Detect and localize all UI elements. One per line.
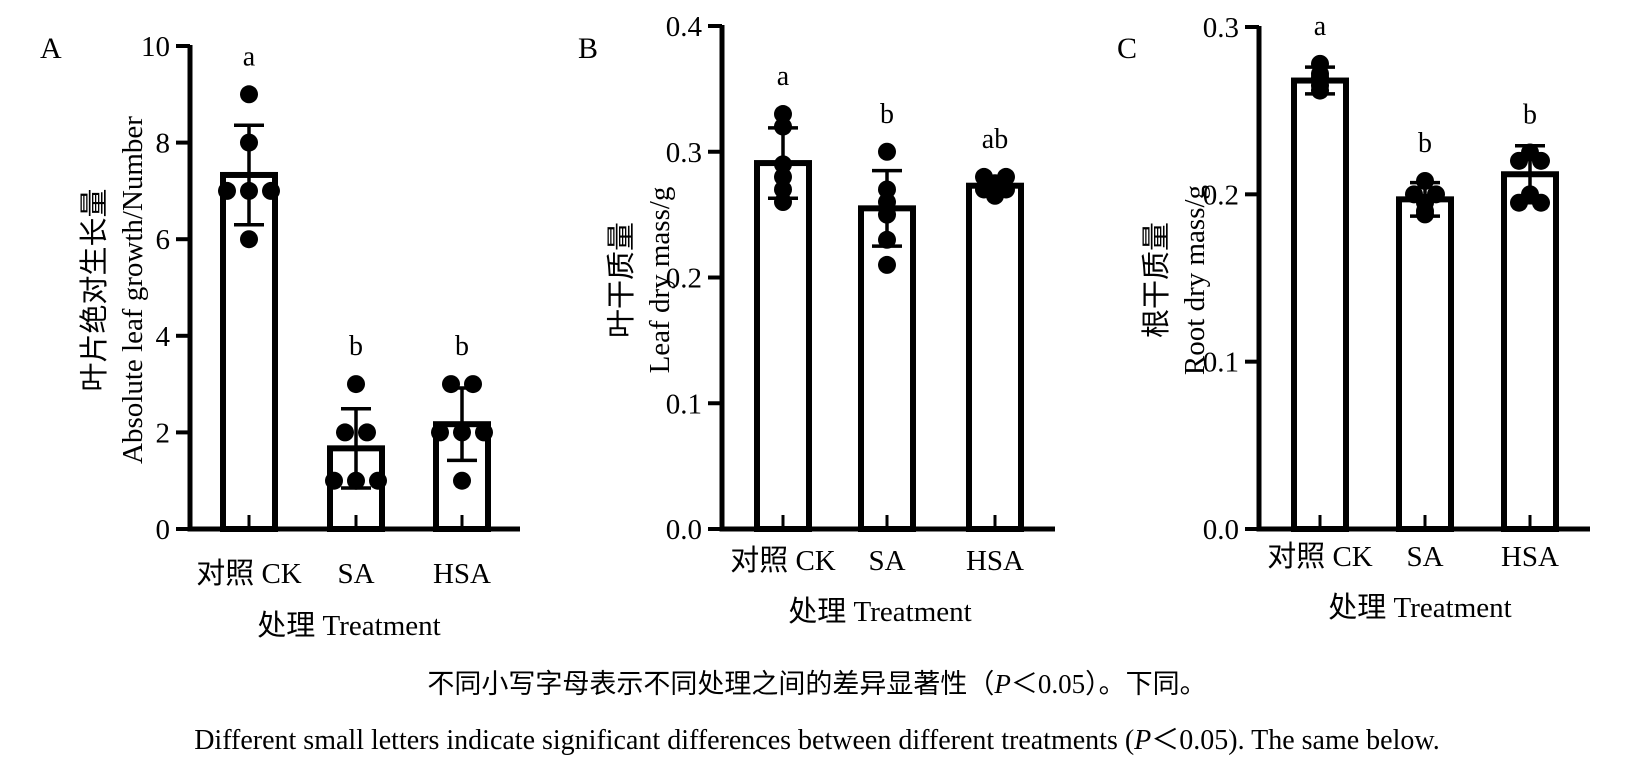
panel-b-xtick-label: 对照 CK [730,544,836,577]
panel-c-ytick-label: 0.0 [1203,514,1239,546]
panel-b-ytick-label: 0.3 [666,137,702,169]
panel-b-xtick-label: HSA [966,545,1024,577]
panel-a-data-point [262,181,280,200]
panel-a-ylabel: 叶片绝对生长量 Absolute leaf growth/Number [78,116,149,464]
panel-c-xtick-label: 对照 CK [1267,540,1373,573]
panel-a: A 0 2 4 6 8 10 叶片绝对生长量 Absolute leaf growth/Numb… [40,31,520,642]
panel-a-data-point [369,471,387,490]
panel-c: C 0.0 0.1 0.2 0.3 根干质量 Root dry mass/g a 对照 CK b S… [1117,11,1590,624]
panel-b-ytick-label: 0.0 [666,514,702,546]
panel-b-xlabel: 处理 Treatment [788,595,971,628]
panel-b-ytick-label: 0.2 [666,263,702,295]
panel-a-ylabel-cn: 叶片绝对生长量 [78,188,111,391]
caption-cn-main: 不同小写字母表示不同处理之间的差异显著性（ [427,669,995,699]
panel-a-data-point [358,423,376,442]
panel-b-significance-letter: a [777,61,790,92]
panel-a-data-point [431,423,449,442]
panel-a-ytick-label: 10 [141,31,170,63]
panel-a-data-point [240,230,258,249]
panel-c-xtick-label: SA [1406,541,1443,573]
panel-a-significance-letter: b [349,331,363,362]
caption-english: Different small letters indicate signifi… [0,718,1634,758]
panel-b-ylabel-en: Leaf dry mass/g [644,187,676,374]
panel-a-ytick-label: 6 [156,224,171,256]
panel-c-significance-letter: b [1523,100,1537,131]
panel-c-bar [1396,196,1454,532]
panel-b: B 0.0 0.1 0.2 0.3 0.4 叶干质量 Leaf dry mass/g a 对照 C… [578,11,1055,628]
panel-c-ylabel-cn: 根干质量 [1140,222,1173,338]
panel-c-ytick-label: 0.2 [1203,179,1239,211]
panel-b-significance-letter: b [880,99,894,130]
panel-a-data-point [325,471,343,490]
panel-c-bar [1501,171,1559,532]
caption-cn-threshold: ＜0.05）。下同。 [1010,669,1207,699]
panel-b-ytick-label: 0.1 [666,388,702,420]
panel-a-ytick-label: 2 [156,417,171,449]
panel-b-label: B [578,32,598,65]
panel-c-ytick-label: 0.3 [1203,12,1239,44]
caption-en-main: Different small letters indicate signifi… [194,725,1135,756]
panel-a-label: A [40,32,62,65]
panel-a-xtick-label: HSA [433,558,491,590]
panel-b-data-point [878,142,896,161]
panel-c-bar [1291,77,1349,533]
panel-c-ytick-label: 0.1 [1203,347,1239,379]
panel-b-ylabel-cn: 叶干质量 [605,222,638,338]
panel-a-bar [220,171,278,532]
caption-chinese: 不同小写字母表示不同处理之间的差异显著性（P＜0.05）。下同。 [0,662,1634,701]
caption-cn-p: P [994,669,1011,699]
panel-a-data-point [240,85,258,104]
panel-a-ytick-label: 4 [156,321,171,353]
panel-c-ylabel-en: Root dry mass/g [1179,185,1211,375]
panel-b-bar [966,182,1024,532]
panel-a-data-point [453,471,471,490]
panel-a-ylabel-en: Absolute leaf growth/Number [117,116,149,464]
panel-a-data-point [347,375,365,394]
caption-en-p: P [1134,725,1152,756]
figure-svg: A 0 2 4 6 8 10 叶片绝对生长量 Absolute leaf growth/Numb… [40,11,1590,642]
panel-a-xlabel: 处理 Treatment [257,609,440,642]
panel-c-significance-letter: b [1418,128,1432,159]
panel-b-bar [754,160,812,532]
panel-b-data-point [774,105,792,124]
panel-b-data-point [878,255,896,274]
panel-c-xlabel: 处理 Treatment [1328,591,1511,624]
panel-a-data-point [475,423,493,442]
panel-a-data-point [218,181,236,200]
panel-a-data-point [336,423,354,442]
panel-b-significance-letter: ab [982,124,1008,155]
panel-a-significance-letter: a [243,41,256,72]
panel-b-ytick-label: 0.4 [666,11,703,43]
panel-c-data-point [1510,151,1528,170]
panel-a-ytick-label: 0 [156,514,171,546]
panel-c-label: C [1117,32,1137,65]
panel-a-data-point [442,375,460,394]
panel-c-data-point [1532,151,1550,170]
panel-a-ytick-label: 8 [156,128,171,160]
panel-a-xtick-label: 对照 CK [196,557,302,590]
panel-c-significance-letter: a [1314,11,1327,42]
panel-a-xtick-label: SA [337,558,374,590]
panel-b-xtick-label: SA [868,545,905,577]
panel-a-significance-letter: b [455,331,469,362]
panel-b-ylabel: 叶干质量 Leaf dry mass/g [605,187,676,374]
caption-en-threshold: ＜0.05). The same below. [1151,725,1440,756]
panel-c-ylabel: 根干质量 Root dry mass/g [1140,185,1211,375]
panel-c-xtick-label: HSA [1501,541,1559,573]
panel-a-data-point [464,375,482,394]
